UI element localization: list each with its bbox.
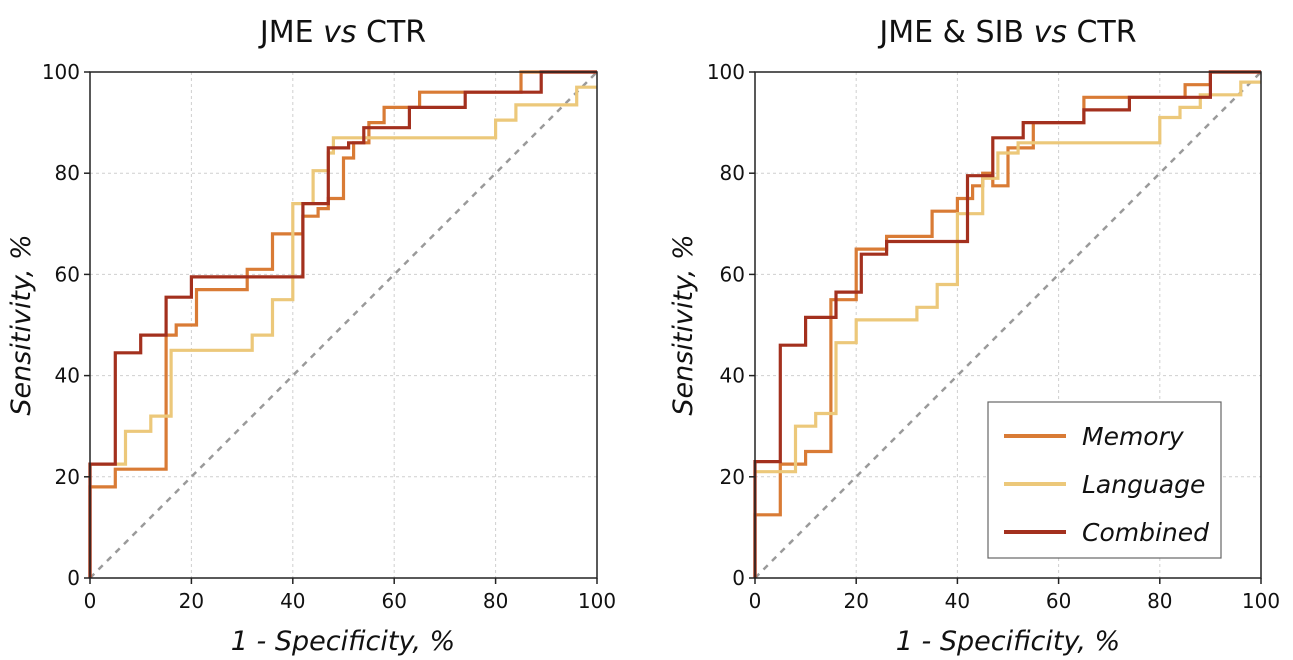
legend-label-memory: Memory: [1082, 422, 1185, 451]
x-tick-label: 20: [843, 589, 868, 613]
x-axis-label: 1 - Specificity, %: [231, 626, 455, 657]
chart-title-tail: CTR: [356, 15, 426, 50]
x-tick-label: 80: [1147, 589, 1172, 613]
y-tick-label: 20: [55, 465, 80, 489]
chart-title-vs: vs: [1034, 15, 1067, 50]
y-axis-label: Sensitivity, %: [668, 234, 699, 415]
x-tick-label: 100: [1242, 589, 1280, 613]
x-tick-label: 20: [179, 589, 204, 613]
legend: Memory Language Combined: [987, 401, 1222, 559]
x-axis-label: 1 - Specificity, %: [896, 626, 1120, 657]
roc-line-language: [753, 80, 1261, 578]
roc-panel-2: 0 20 40 60 80 100 0 20 40 60 80 100 JME & SIB vs CTR…: [668, 15, 1280, 657]
legend-label-language: Language: [1082, 470, 1205, 499]
y-tick-label: 60: [720, 262, 745, 286]
y-axis-label: Sensitivity, %: [6, 234, 37, 415]
roc-line-combined: [88, 70, 597, 578]
chart-title-lead: JME: [258, 15, 323, 50]
roc-line-memory: [88, 70, 597, 578]
chart-title-tail: CTR: [1067, 15, 1137, 50]
chart-title-lead: JME & SIB: [877, 15, 1033, 50]
x-tick-label: 40: [280, 589, 305, 613]
x-tick-label: 0: [749, 589, 762, 613]
chart-title: JME vs CTR: [258, 15, 426, 50]
y-tick-label: 40: [55, 364, 80, 388]
y-tick-label: 100: [42, 60, 80, 84]
plot-frame: [89, 71, 598, 579]
y-tick-label: 100: [707, 60, 745, 84]
roc-line-language: [88, 85, 597, 578]
plot-frame: [754, 71, 1262, 579]
y-tick-label: 20: [720, 465, 745, 489]
roc-line-combined: [753, 70, 1261, 578]
x-tick-label: 60: [1046, 589, 1071, 613]
x-tick-label: 0: [84, 589, 97, 613]
y-tick-label: 0: [732, 566, 745, 590]
y-tick-label: 80: [55, 161, 80, 185]
chart-title: JME & SIB vs CTR: [877, 15, 1136, 50]
y-tick-label: 60: [55, 262, 80, 286]
roc-panel-1: 0 20 40 60 80 100 0 20 40 60 80 100 JME vs CTR 1 - Sp…: [6, 15, 616, 657]
x-tick-label: 80: [483, 589, 508, 613]
x-tick-label: 60: [381, 589, 406, 613]
y-tick-label: 0: [67, 566, 80, 590]
x-tick-label: 40: [945, 589, 970, 613]
legend-label-combined: Combined: [1082, 518, 1209, 547]
y-tick-label: 40: [720, 364, 745, 388]
y-tick-label: 80: [720, 161, 745, 185]
x-tick-label: 100: [578, 589, 616, 613]
chart-title-vs: vs: [323, 15, 356, 50]
